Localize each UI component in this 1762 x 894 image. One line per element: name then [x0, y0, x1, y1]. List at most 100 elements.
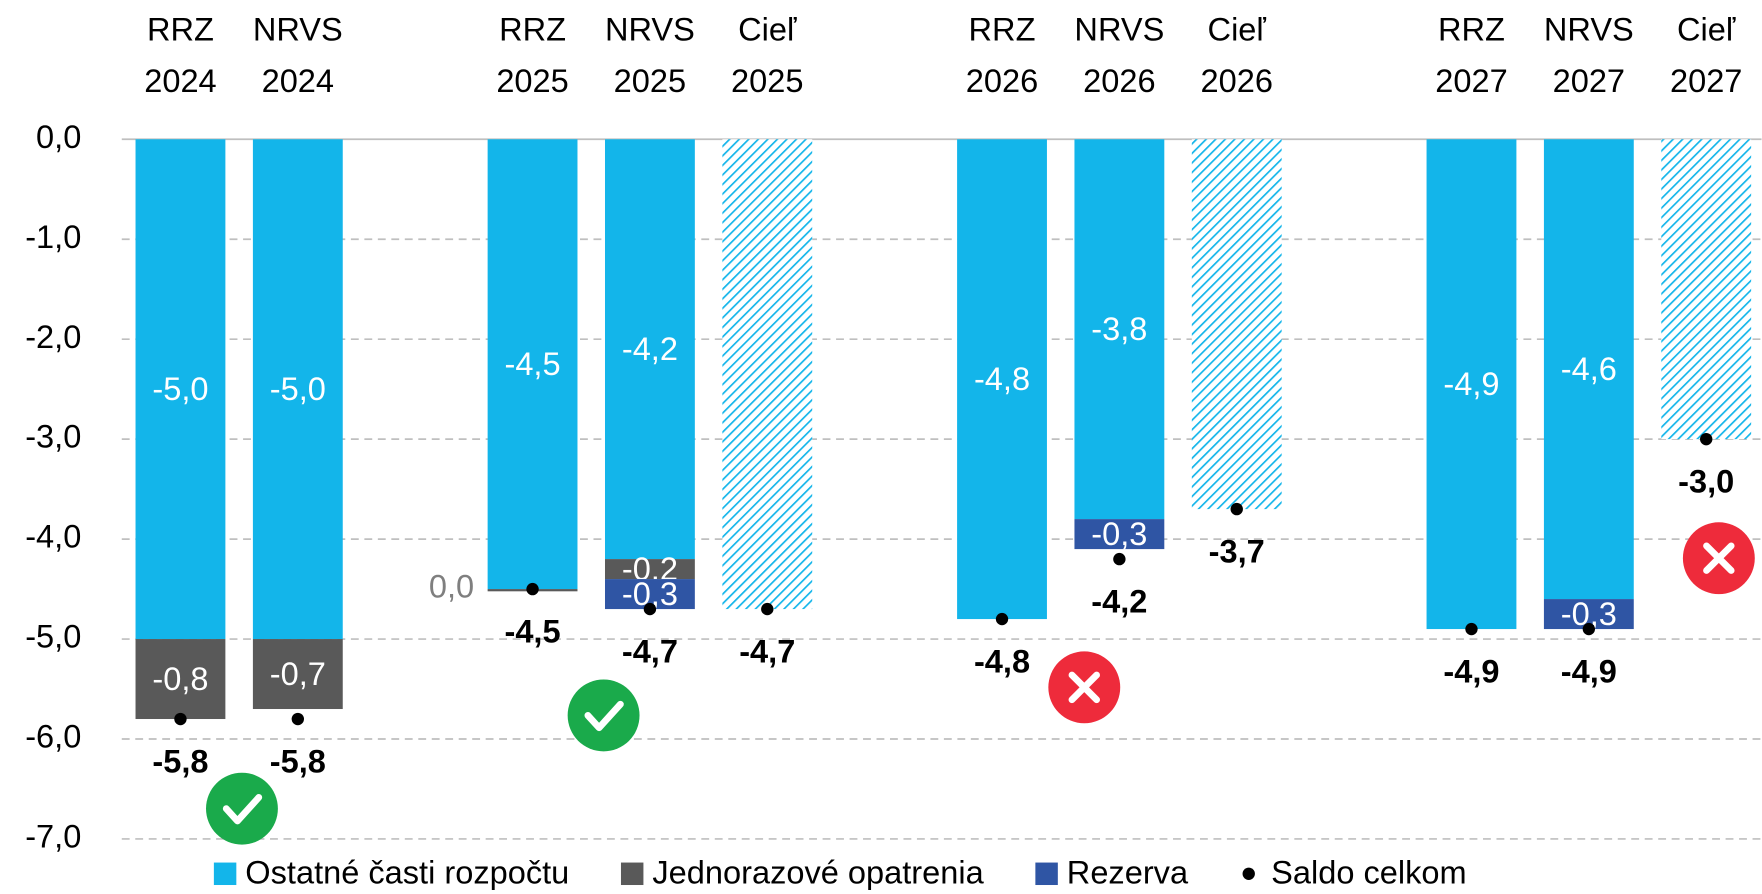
x-tick-label-line: 2024: [262, 63, 334, 99]
y-tick-label: -6,0: [25, 719, 81, 755]
data-label: -4,5: [504, 346, 560, 382]
data-label: 0,0: [429, 569, 474, 605]
x-tick-label: RRZ 2026: [966, 11, 1038, 99]
x-tick-label-line: NRVS: [253, 11, 343, 47]
data-label: -3,7: [1209, 534, 1265, 570]
x-tick-label-line: NRVS: [1074, 11, 1164, 47]
legend-marker: [213, 862, 237, 886]
x-tick-label: NRVS 2024: [253, 11, 343, 99]
data-label: -4,2: [622, 331, 678, 367]
x-tick-label: NRVS 2025: [605, 11, 695, 99]
data-label: -5,0: [270, 371, 326, 407]
saldo-dot: [1582, 622, 1596, 636]
x-tick-label-line: NRVS: [1544, 11, 1634, 47]
data-label: -5,0: [152, 371, 208, 407]
saldo-dot: [1230, 502, 1243, 516]
status-icons: [206, 522, 1755, 845]
y-tick-label: -5,0: [25, 619, 81, 655]
x-tick-label: NRVS 2026: [1074, 11, 1164, 99]
data-label: -4,5: [504, 614, 560, 650]
y-tick-label: -7,0: [25, 819, 81, 855]
bar-segment: [604, 559, 695, 580]
x-tick-label: NRVS 2027: [1544, 11, 1634, 99]
x-tick-label-line: RRZ: [1438, 11, 1505, 47]
data-label: -4,9: [1561, 654, 1617, 690]
legend-label: Saldo celkom: [1271, 855, 1466, 891]
x-tick-label-line: NRVS: [605, 11, 695, 47]
data-label: -4,9: [1443, 366, 1499, 402]
x-tick-label-line: RRZ: [147, 11, 214, 47]
saldo-dot: [526, 582, 539, 596]
x-tick-label-line: 2026: [1201, 63, 1273, 99]
data-label: -5,8: [270, 744, 326, 780]
x-tick-label-line: Cieľ: [1208, 11, 1267, 47]
x-tick-label-line: 2027: [1670, 63, 1742, 99]
data-label: -4,9: [1443, 654, 1499, 690]
check-icon: [567, 679, 640, 752]
legend-label: Jednorazové opatrenia: [652, 855, 984, 891]
x-tick-label-line: 2026: [966, 63, 1038, 99]
y-tick-label: 0,0: [36, 119, 81, 155]
bar-segment: [1426, 139, 1517, 630]
data-label: -4,8: [974, 644, 1030, 680]
bar-segment: [487, 139, 578, 590]
data-label: -3,0: [1678, 464, 1734, 500]
cross-icon: [1048, 651, 1121, 724]
x-tick-label-line: Cieľ: [738, 11, 797, 47]
bar-segment: [1543, 139, 1634, 600]
saldo-dot: [291, 712, 304, 726]
x-tick-label: RRZ 2025: [496, 11, 568, 99]
bar-segment: [135, 639, 226, 720]
data-label: -3,8: [1091, 311, 1147, 347]
bar-segment: [1191, 139, 1282, 510]
legend-label: Ostatné časti rozpočtu: [245, 855, 569, 891]
saldo-dot: [643, 602, 657, 616]
x-tick-label-line: 2025: [614, 63, 686, 99]
x-tick-label: Cieľ 2026: [1201, 11, 1273, 99]
x-tick-label: RRZ 2027: [1435, 11, 1507, 99]
data-label: -4,6: [1561, 351, 1617, 387]
check-icon: [206, 772, 278, 845]
x-tick-label-line: 2026: [1083, 63, 1155, 99]
saldo-dot: [1465, 622, 1478, 636]
bar-segment: [1661, 139, 1752, 440]
x-tick-label: Cieľ 2027: [1670, 11, 1742, 99]
legend-marker: [620, 862, 644, 886]
y-tick-label: -4,0: [25, 519, 81, 555]
bar-segment: [135, 139, 226, 640]
legend-label: Rezerva: [1067, 855, 1189, 891]
legend-marker: [1242, 867, 1255, 880]
bar-segment: [1074, 519, 1165, 550]
legend-marker: [1035, 862, 1058, 886]
bar-segment: [252, 139, 343, 640]
cross-icon: [1682, 522, 1755, 595]
x-tick-label-line: 2025: [731, 63, 803, 99]
saldo-dot: [1113, 552, 1126, 566]
data-label: -4,2: [1091, 584, 1147, 620]
x-tick-label-line: 2027: [1435, 63, 1507, 99]
x-tick-label: RRZ 2024: [144, 11, 216, 99]
y-tick-label: -3,0: [25, 419, 81, 455]
data-label: -0,3: [1091, 516, 1147, 552]
bar-segment: [252, 639, 343, 710]
x-tick-label-line: Cieľ: [1677, 11, 1736, 47]
bar-segment: [1074, 139, 1165, 520]
x-tick-label-line: 2024: [144, 63, 216, 99]
x-tick-label-line: RRZ: [499, 11, 566, 47]
saldo-dot: [761, 602, 774, 616]
saldo-dot: [174, 712, 187, 726]
bar-segment: [722, 139, 813, 610]
y-tick-label: -2,0: [25, 319, 81, 355]
data-label: -4,8: [974, 361, 1030, 397]
data-label: -0,8: [152, 661, 208, 697]
bar-segment: [957, 139, 1047, 620]
x-tick-label-line: 2025: [496, 63, 568, 99]
y-tick-label: -1,0: [25, 219, 81, 255]
saldo-dot: [1700, 432, 1713, 446]
x-tick-label-line: 2027: [1553, 63, 1625, 99]
bar-segment: [604, 139, 695, 560]
data-label: -4,7: [622, 634, 678, 670]
data-label: -5,8: [152, 744, 208, 780]
